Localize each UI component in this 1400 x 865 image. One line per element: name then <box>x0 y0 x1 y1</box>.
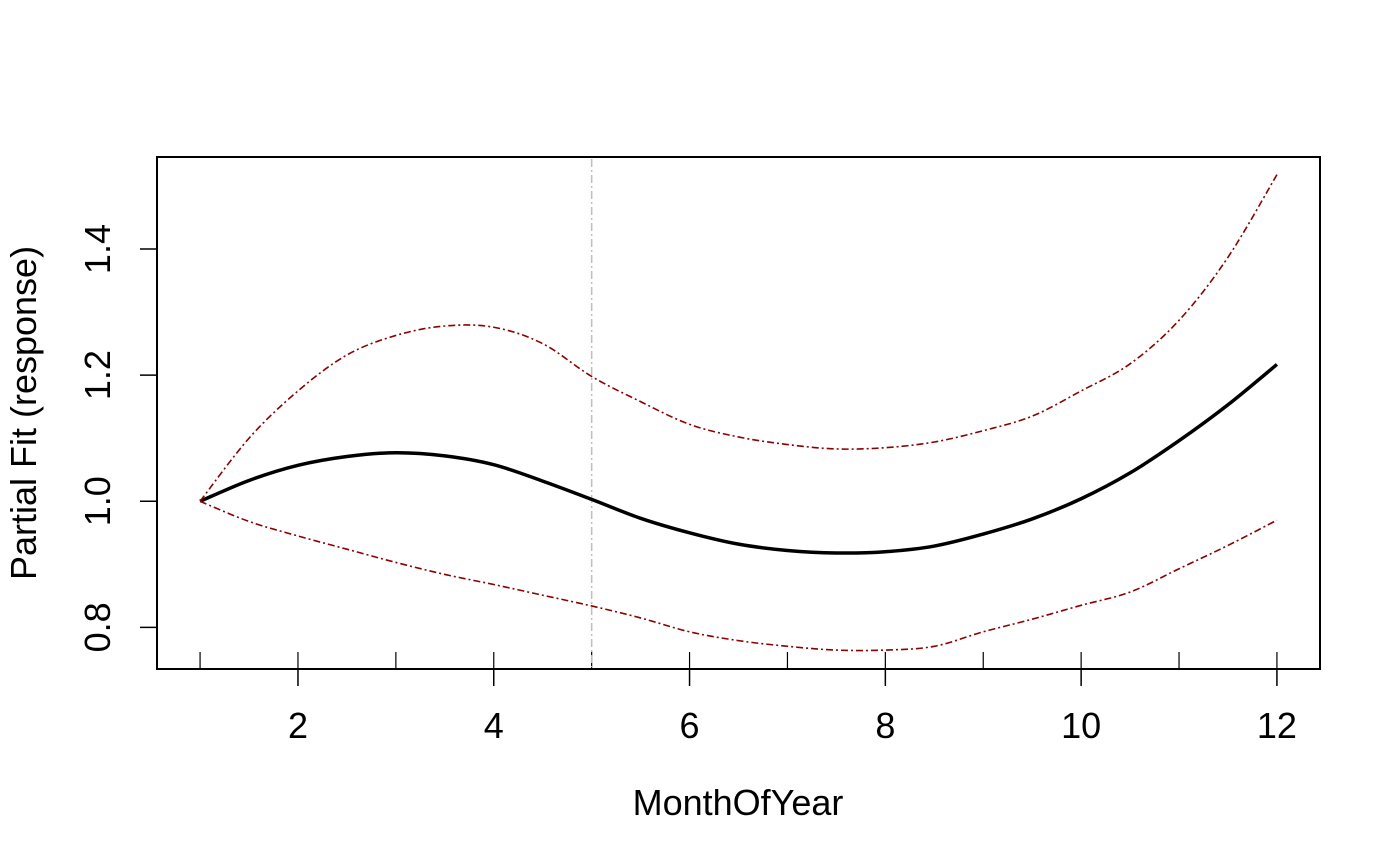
x-tick-label-1: 4 <box>484 705 504 746</box>
series-layer <box>199 174 1279 652</box>
series-upper-line <box>199 174 1278 502</box>
x-tick-label-2: 6 <box>680 705 700 746</box>
x-axis: 2 4 6 8 10 12 <box>288 668 1297 746</box>
x-tick-label-4: 10 <box>1061 705 1101 746</box>
x-tick-label-5: 12 <box>1257 705 1297 746</box>
x-axis-title: MonthOfYear <box>633 782 844 823</box>
x-tick-label-3: 8 <box>875 705 895 746</box>
y-axis-title: Partial Fit (response) <box>3 246 44 580</box>
y-tick-label-0: 0.8 <box>77 602 118 652</box>
y-tick-label-3: 1.4 <box>77 224 118 274</box>
y-tick-label-2: 1.2 <box>77 350 118 400</box>
y-tick-label-1: 1.0 <box>77 476 118 526</box>
x-tick-label-0: 2 <box>288 705 308 746</box>
y-axis: 0.8 1.0 1.2 1.4 <box>77 224 158 652</box>
series-fit-line <box>199 363 1279 555</box>
rug-layer <box>199 652 1278 669</box>
series-lower-line <box>199 500 1278 652</box>
